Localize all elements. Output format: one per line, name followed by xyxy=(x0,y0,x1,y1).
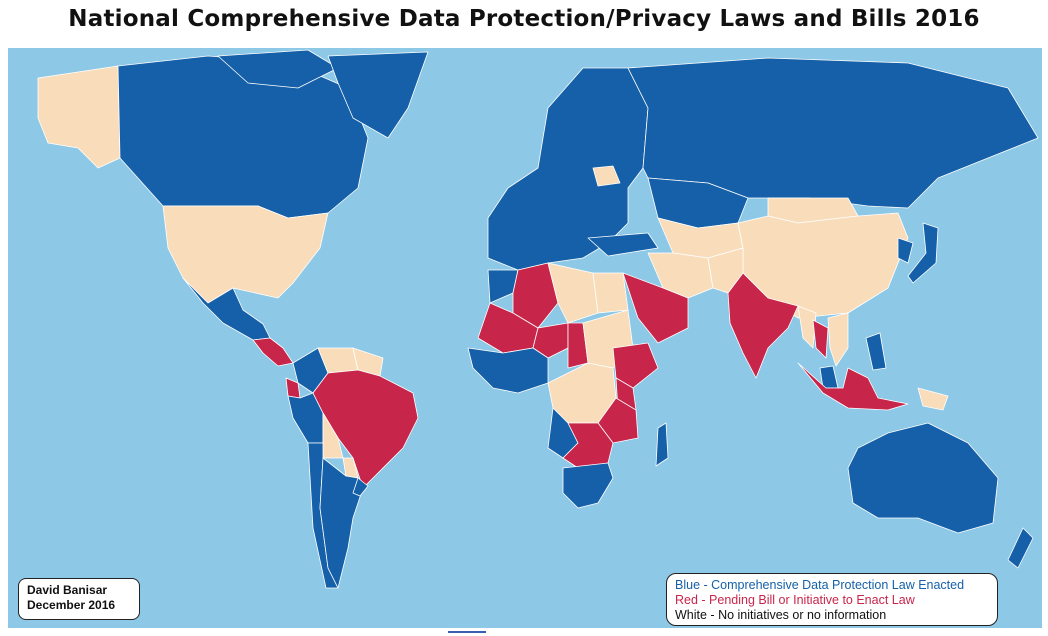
legend-item-enacted: Blue - Comprehensive Data Protection Law… xyxy=(675,578,997,593)
region-papua-new-guinea xyxy=(917,387,949,411)
region-russia xyxy=(627,57,1039,209)
legend-enacted-text: Comprehensive Data Protection Law Enacte… xyxy=(711,578,965,592)
region-uruguay xyxy=(352,477,369,497)
author-credit-box: David Banisar December 2016 xyxy=(18,578,140,620)
region-canada-islands xyxy=(217,49,339,89)
map-legend: Blue - Comprehensive Data Protection Law… xyxy=(666,573,998,626)
region-canada xyxy=(117,55,369,219)
legend-none-prefix: White - xyxy=(675,608,719,622)
region-tanzania xyxy=(597,397,639,444)
region-united-states xyxy=(162,205,329,304)
region-india xyxy=(727,272,799,379)
region-belarus xyxy=(592,165,621,187)
world-map-svg xyxy=(8,48,1042,628)
bottom-divider xyxy=(448,631,486,633)
region-philippines xyxy=(865,332,887,371)
region-argentina xyxy=(319,457,364,589)
legend-none-text: No initiatives or no information xyxy=(718,608,887,622)
region-new-zealand xyxy=(1007,527,1034,569)
region-greenland xyxy=(327,51,429,139)
region-ethiopia xyxy=(612,342,659,389)
legend-enacted-prefix: Blue - xyxy=(675,578,712,592)
region-australia xyxy=(847,422,999,534)
region-madagascar xyxy=(655,422,669,467)
region-turkey xyxy=(587,232,659,257)
region-libya xyxy=(547,262,599,324)
region-bolivia xyxy=(322,412,344,459)
map-title: National Comprehensive Data Protection/P… xyxy=(68,6,980,32)
region-indonesia xyxy=(797,362,909,411)
legend-pending-prefix: Red - xyxy=(675,593,710,607)
region-south-africa xyxy=(562,462,614,509)
author-name: David Banisar xyxy=(27,583,108,597)
region-vietnam xyxy=(827,312,849,367)
legend-item-pending: Red - Pending Bill or Initiative to Enac… xyxy=(675,593,997,608)
legend-item-none: White - No initiatives or no information xyxy=(675,608,997,623)
region-niger xyxy=(532,322,569,359)
region-thailand xyxy=(812,319,829,359)
legend-pending-text: Pending Bill or Initiative to Enact Law xyxy=(709,593,915,607)
region-korea xyxy=(897,237,914,264)
region-saudi-arabia xyxy=(622,272,689,344)
region-chad xyxy=(567,322,589,369)
world-map xyxy=(8,48,1042,628)
region-mexico xyxy=(182,277,271,341)
region-egypt xyxy=(592,272,629,314)
region-myanmar xyxy=(797,305,817,349)
author-date: December 2016 xyxy=(27,598,116,612)
region-japan xyxy=(907,222,939,284)
